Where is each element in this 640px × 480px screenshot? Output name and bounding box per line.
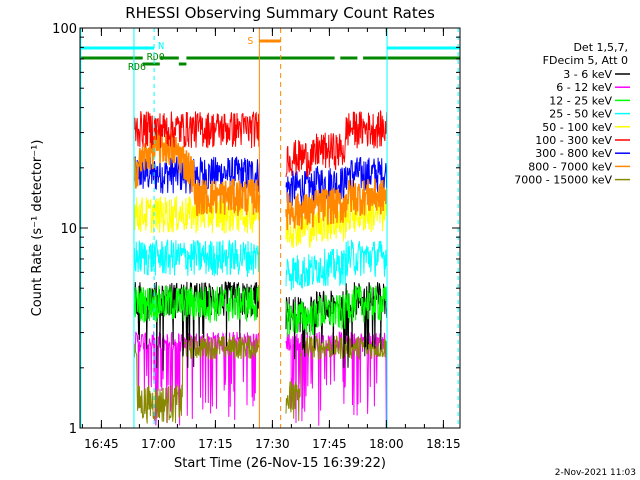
- series-800-7000-kev-line: [133, 128, 261, 217]
- x-tick-label: 18:15: [426, 437, 461, 451]
- series-25-50-kev-line: [133, 239, 260, 277]
- legend-label-100-300-kev: 100 - 300 keV: [535, 134, 612, 147]
- legend-label-3-6-kev: 3 - 6 keV: [563, 68, 612, 81]
- legend-header-line-2: FDecim 5, Att 0: [543, 54, 628, 67]
- series-7000-15000-kev-line: [133, 335, 260, 424]
- legend-label-25-50-kev: 25 - 50 keV: [549, 108, 612, 121]
- night-label: N: [158, 41, 164, 52]
- decimation-rd0-label: RD0: [147, 52, 165, 63]
- x-tick-label: 16:45: [84, 437, 119, 451]
- x-tick-label: 17:45: [312, 437, 347, 451]
- legend-label-300-800-kev: 300 - 800 keV: [535, 147, 612, 160]
- series-100-300-kev-line: [133, 111, 260, 149]
- timestamp: 2-Nov-2021 11:03: [555, 468, 636, 478]
- series-800-7000-kev-line: [285, 178, 388, 231]
- plot-background: [80, 28, 460, 428]
- series-12-25-kev-line: [285, 285, 388, 337]
- legend-label-12-25-kev: 12 - 25 keV: [549, 94, 612, 107]
- series-6-12-kev-line: [133, 331, 260, 426]
- series-25-50-kev-line: [285, 239, 388, 291]
- x-tick-label: 17:15: [198, 437, 233, 451]
- legend-label-50-100-kev: 50 - 100 keV: [542, 121, 612, 134]
- plot-area: [80, 28, 460, 428]
- y-tick-label: 10: [60, 222, 77, 237]
- series-100-300-kev-line: [285, 109, 388, 178]
- y-tick-label: 1: [69, 422, 77, 437]
- axes: 16:45 17:00 17:15 17:30 17:45 18:00 18:15 1 10 10…: [52, 22, 461, 451]
- series-layer: [133, 109, 388, 426]
- series-300-800-kev-line: [133, 156, 260, 194]
- legend-header-line-1: Det 1,5,7,: [573, 41, 628, 54]
- series-300-800-kev-line: [285, 156, 388, 208]
- legend-label-800-7000-kev: 800 - 7000 keV: [528, 160, 612, 173]
- x-tick-label: 17:30: [255, 437, 290, 451]
- y-tick-label: 100: [52, 22, 77, 37]
- saa-label: S: [247, 36, 253, 47]
- x-tick-label: 17:00: [141, 437, 176, 451]
- x-axis-title: Start Time (26-Nov-15 16:39:22): [174, 456, 386, 471]
- chart-title: RHESSI Observing Summary Count Rates: [125, 4, 435, 22]
- series-12-25-kev-line: [133, 285, 260, 323]
- legend-label-6-12-kev: 6 - 12 keV: [556, 81, 612, 94]
- legend-label-7000-15000-kev: 7000 - 15000 keV: [514, 174, 612, 187]
- decimation-rd6-label: RD6: [128, 62, 146, 73]
- x-tick-label: 18:00: [369, 437, 404, 451]
- y-axis-title: Count Rate (s⁻¹ detector⁻¹): [30, 140, 45, 317]
